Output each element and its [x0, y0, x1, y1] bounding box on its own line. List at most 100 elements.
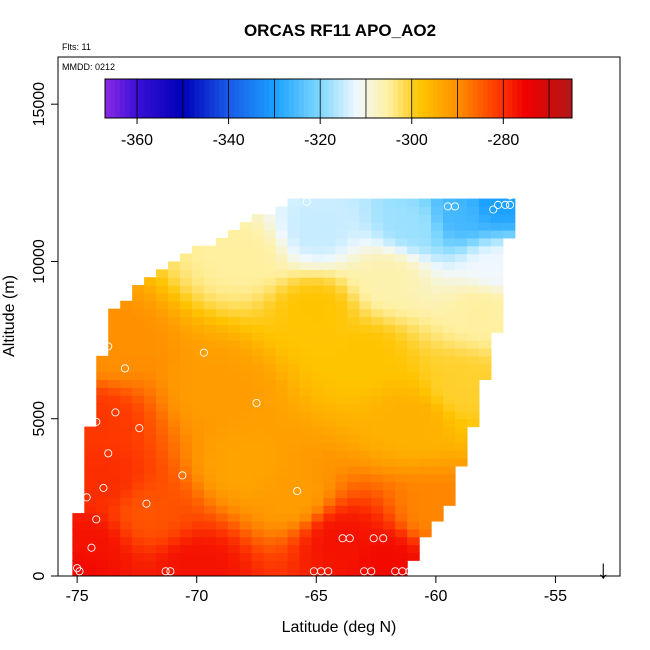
heatmap-cell [347, 253, 360, 263]
heatmap-cell [478, 237, 492, 247]
heatmap-cell [371, 230, 384, 239]
heatmap-cell [466, 308, 480, 318]
heatmap-cell [311, 410, 325, 420]
heatmap-cell [96, 442, 109, 451]
heatmap-cell [191, 513, 205, 522]
y-tick-label: 10000 [31, 239, 48, 284]
heatmap-cell [443, 230, 456, 239]
heatmap-cell [287, 324, 301, 333]
heatmap-cell [227, 277, 241, 286]
heatmap-cell [323, 497, 337, 506]
heatmap-cell [215, 245, 229, 255]
heatmap-cell [466, 410, 480, 420]
heatmap-cell [371, 253, 384, 263]
heatmap-cell [96, 403, 109, 412]
heatmap-cell [407, 505, 420, 514]
heatmap-cell [144, 465, 157, 475]
heatmap-cell [359, 465, 372, 475]
heatmap-cell [84, 536, 97, 546]
heatmap-cell [215, 403, 229, 412]
heatmap-cell [347, 497, 360, 506]
heatmap-cell [168, 332, 181, 341]
heatmap-cell [120, 450, 133, 459]
heatmap-cell [251, 300, 265, 310]
heatmap-cell [395, 347, 408, 357]
heatmap-cell [263, 481, 277, 491]
heatmap-cell [454, 300, 468, 310]
heatmap-cell [239, 395, 253, 404]
heatmap-cell [407, 513, 420, 522]
colorbar-segment [278, 79, 285, 118]
heatmap-cell [84, 434, 97, 443]
heatmap-cell [275, 277, 289, 286]
heatmap-cell [120, 489, 133, 498]
heatmap-cell [251, 418, 265, 428]
heatmap-cell [359, 340, 372, 349]
heatmap-cell [419, 434, 432, 443]
heatmap-cell [144, 434, 157, 443]
heatmap-cell [72, 520, 85, 530]
heatmap-cell [239, 426, 253, 436]
heatmap-cell [179, 434, 193, 443]
heatmap-cell [251, 536, 265, 546]
heatmap-cell [311, 277, 325, 286]
heatmap-cell [454, 442, 468, 451]
heatmap-cell [347, 363, 360, 373]
heatmap-cell [227, 450, 241, 459]
heatmap-cell [335, 277, 348, 286]
heatmap-cell [227, 261, 241, 270]
heatmap-cell [156, 458, 169, 467]
heatmap-cell [371, 277, 384, 286]
heatmap-cell [108, 324, 121, 333]
heatmap-cell [299, 332, 313, 341]
heatmap-cell [371, 418, 384, 428]
heatmap-cell [191, 520, 205, 530]
heatmap-cell [359, 497, 372, 506]
colorbar-segment [288, 79, 295, 118]
heatmap-cell [215, 505, 229, 514]
heatmap-cell [335, 292, 348, 302]
heatmap-cell [299, 230, 313, 239]
heatmap-cell [407, 371, 420, 381]
heatmap-cell [203, 473, 217, 483]
heatmap-cell [215, 371, 229, 381]
heatmap-cell [466, 261, 480, 270]
heatmap-cell [287, 300, 301, 310]
x-tick-label: -75 [66, 588, 89, 605]
heatmap-cell [263, 277, 277, 286]
heatmap-cell [215, 544, 229, 554]
heatmap-cell [395, 434, 408, 443]
heatmap-cell [191, 568, 205, 576]
heatmap-cell [323, 230, 337, 239]
heatmap-cell [108, 560, 121, 569]
heatmap-cell [395, 371, 408, 381]
observation-point [489, 205, 498, 214]
heatmap-cell [419, 292, 432, 302]
heatmap-cell [335, 371, 348, 381]
heatmap-cell [431, 230, 444, 239]
heatmap-cell [275, 505, 289, 514]
heatmap-cell [263, 418, 277, 428]
colorbar-segment [452, 79, 459, 118]
heatmap-cell [215, 552, 229, 561]
heatmap-cell [323, 253, 337, 263]
observation-point [104, 342, 113, 351]
heatmap-cell [168, 560, 181, 569]
heatmap-cell [454, 253, 468, 263]
heatmap-cell [431, 198, 444, 208]
x-axis: -75 -70 -65 -60 -55 [66, 575, 567, 605]
colorbar-segment [373, 79, 379, 118]
heatmap-cell [419, 489, 432, 498]
heatmap-cell [359, 206, 372, 215]
heatmap-cell [359, 363, 372, 373]
heatmap-cell [407, 489, 420, 498]
heatmap-cell [275, 410, 289, 420]
heatmap-cell [347, 300, 360, 310]
heatmap-cell [179, 481, 193, 491]
heatmap-cell [347, 560, 360, 569]
heatmap-cell [466, 285, 480, 294]
heatmap-cell [132, 442, 145, 451]
heatmap-cell [299, 497, 313, 506]
observation-point [379, 534, 388, 543]
heatmap-cell [227, 347, 241, 357]
